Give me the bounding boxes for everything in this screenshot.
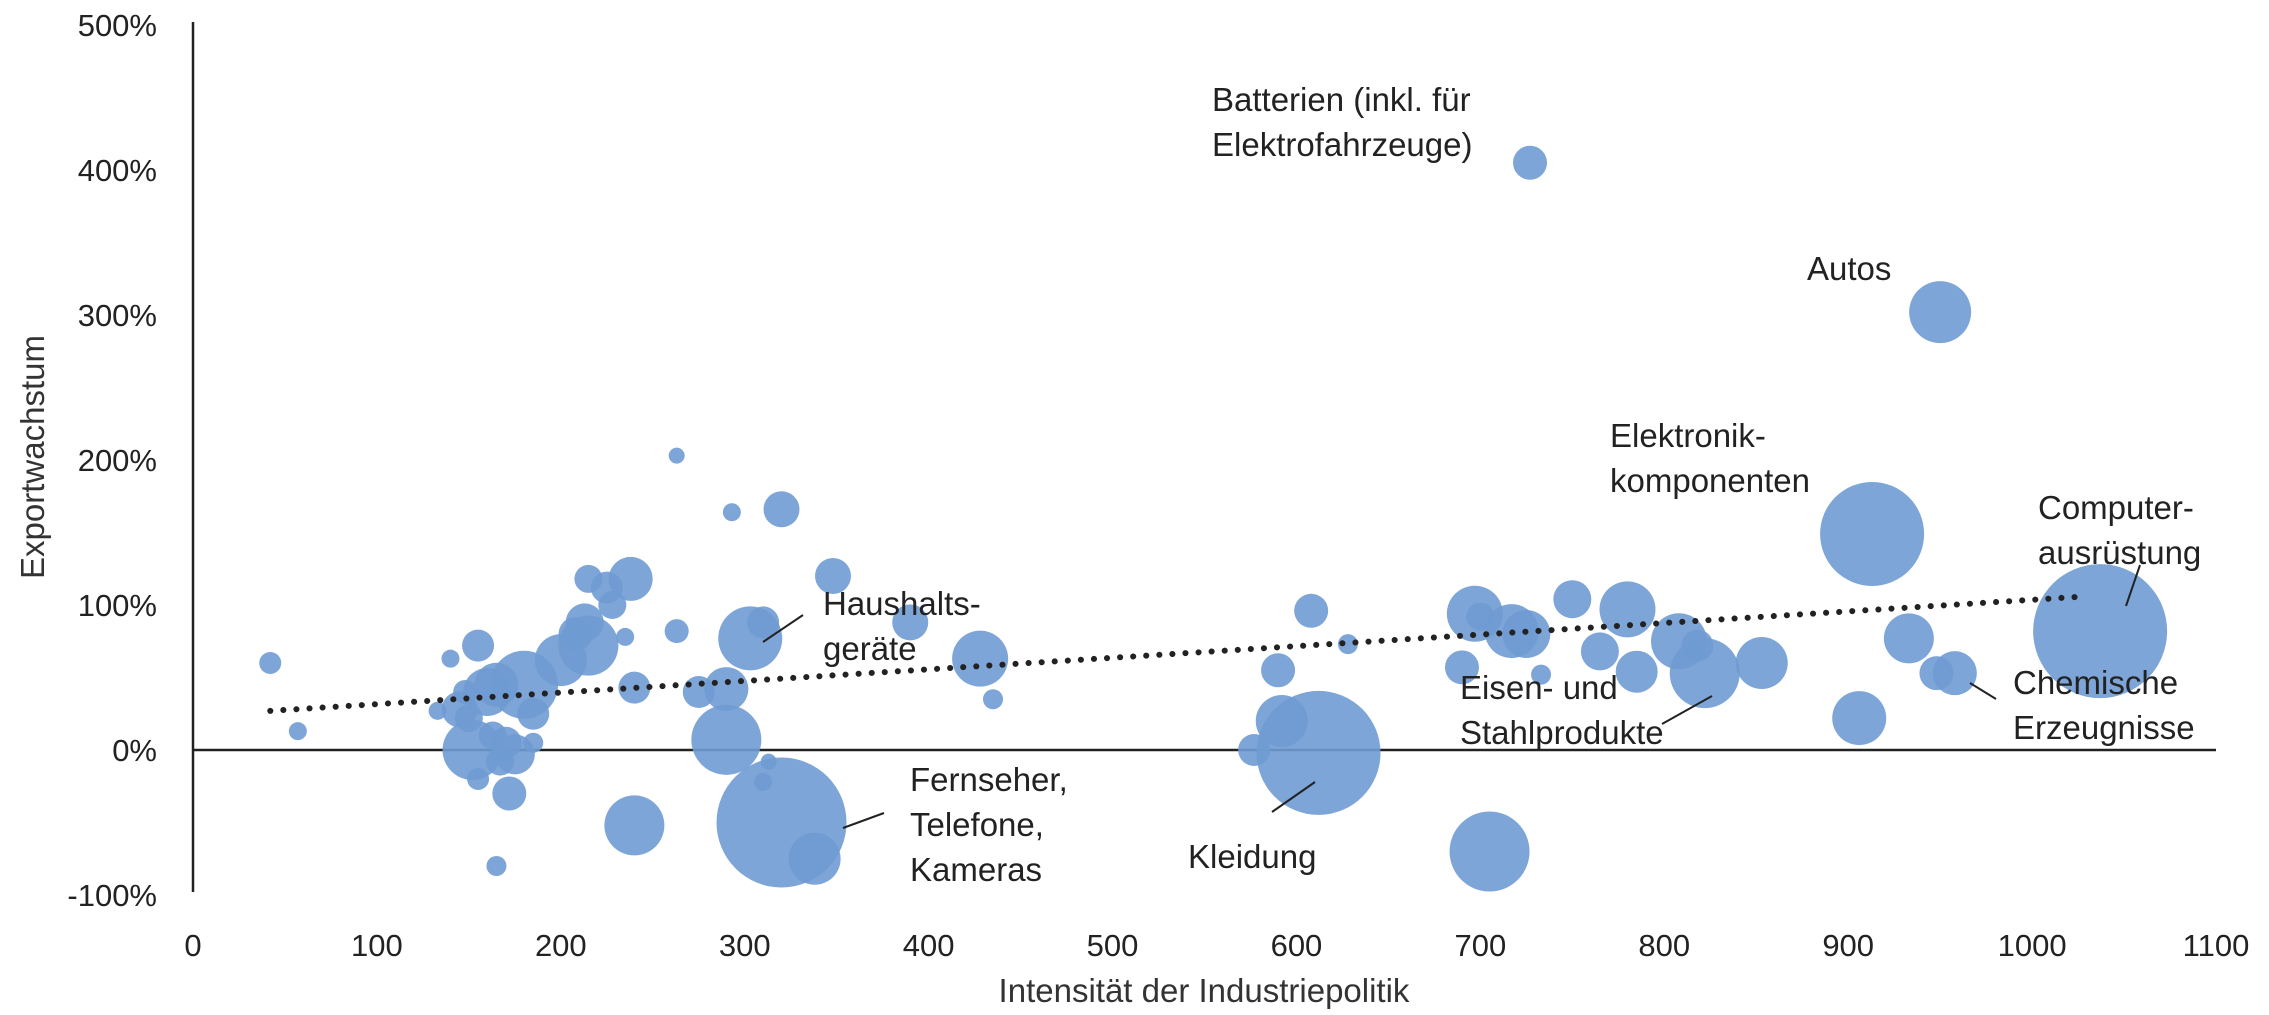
annotation-leader-line (1969, 682, 1997, 700)
y-tick-label: -100% (67, 878, 157, 913)
bubble (1449, 811, 1530, 892)
annotation-leader-line (842, 812, 885, 829)
bubble (1294, 593, 1329, 628)
annotation-label: Kleidung (1188, 838, 1316, 875)
x-tick-label: 700 (1454, 928, 1506, 963)
bubble (441, 649, 460, 668)
x-tick-label: 100 (351, 928, 403, 963)
x-ticks: 0 100 200 300 400 500 600 700 800 900 1000 1100 (184, 928, 2249, 963)
bubble (722, 503, 741, 522)
x-tick-label: 0 (184, 928, 201, 963)
bubble (1883, 613, 1934, 664)
bubble (747, 606, 780, 639)
bubble (492, 776, 527, 811)
x-tick-label: 200 (535, 928, 587, 963)
x-tick-label: 900 (1822, 928, 1874, 963)
bubble (691, 704, 762, 775)
bubble (1553, 580, 1592, 619)
annotation-leaders (762, 564, 2141, 829)
bubble (1580, 632, 1619, 671)
bubble (1669, 638, 1740, 709)
x-tick-label: 600 (1271, 928, 1323, 963)
bubble (486, 856, 507, 876)
annotation-label: Eisen- und Stahlprodukte (1460, 669, 1664, 751)
trendline-group (267, 593, 2091, 714)
bubble (1735, 637, 1788, 689)
annotations: Batterien (inkl. für Elektrofahrzeuge) Aut… (823, 81, 2201, 888)
y-tick-label: 500% (78, 8, 157, 43)
annotation-label: Batterien (inkl. für Elektrofahrzeuge) (1212, 81, 1472, 163)
bubble (1932, 651, 1977, 696)
bubble (462, 629, 495, 662)
bubble (983, 689, 1004, 710)
y-tick-label: 200% (78, 443, 157, 478)
bubble (704, 667, 749, 712)
bubbles (259, 145, 2168, 892)
bubble (664, 619, 689, 644)
y-tick-label: 400% (78, 153, 157, 188)
bubble (788, 832, 841, 885)
bubble (1615, 650, 1658, 693)
bubble (1261, 653, 1296, 688)
bubble (1820, 481, 1925, 586)
bubble (616, 627, 635, 646)
bubble (1444, 650, 1479, 685)
bubble (815, 558, 852, 594)
bubble (952, 630, 1009, 687)
annotation-label: Elektronik-komponenten (1610, 417, 1810, 499)
annotation-label: Autos (1807, 250, 1891, 287)
bubble (523, 732, 544, 753)
bubble (1599, 581, 1656, 638)
bubble (2033, 564, 2168, 699)
bubble (1513, 145, 1548, 180)
bubble (1256, 690, 1381, 815)
bubble (1909, 281, 1972, 344)
bubble (558, 615, 619, 676)
x-tick-label: 400 (903, 928, 955, 963)
y-ticks: -100% 0% 100% 200% 300% 400% 500% (67, 8, 157, 913)
annotation-leader-line (762, 614, 804, 643)
x-tick-label: 800 (1638, 928, 1690, 963)
y-axis-title: Exportwachstum (14, 335, 51, 579)
y-tick-label: 100% (78, 588, 157, 623)
bubble (288, 722, 307, 741)
y-tick-label: 0% (112, 733, 157, 768)
bubble (604, 795, 665, 856)
x-tick-label: 300 (719, 928, 771, 963)
x-axis-title: Intensität der Industriepolitik (999, 972, 1410, 1009)
annotation-label: Chemische Erzeugnisse (2013, 664, 2195, 746)
bubble (608, 556, 653, 601)
bubble (598, 591, 627, 619)
annotation-leader-line (1271, 781, 1316, 813)
bubble (467, 768, 490, 790)
annotation-label: Computer-ausrüstung (2038, 489, 2201, 571)
x-tick-label: 1000 (1998, 928, 2067, 963)
bubble (892, 604, 929, 641)
x-tick-label: 1100 (2183, 928, 2250, 963)
bubble (1337, 634, 1358, 655)
trend-line (267, 593, 2091, 714)
bubble (668, 447, 685, 464)
annotation-leader-line (2125, 564, 2141, 607)
bubble (763, 491, 800, 528)
bubble (259, 652, 282, 674)
x-tick-label: 500 (1087, 928, 1139, 963)
y-tick-label: 300% (78, 298, 157, 333)
annotation-label: Haushalts-geräte (823, 585, 981, 667)
bubble (1832, 691, 1887, 746)
bubble (517, 697, 550, 730)
annotation-label: Fernseher, Telefone, Kameras (910, 761, 1068, 888)
annotation-leader-line (1661, 695, 1713, 725)
bubble (1531, 664, 1552, 685)
